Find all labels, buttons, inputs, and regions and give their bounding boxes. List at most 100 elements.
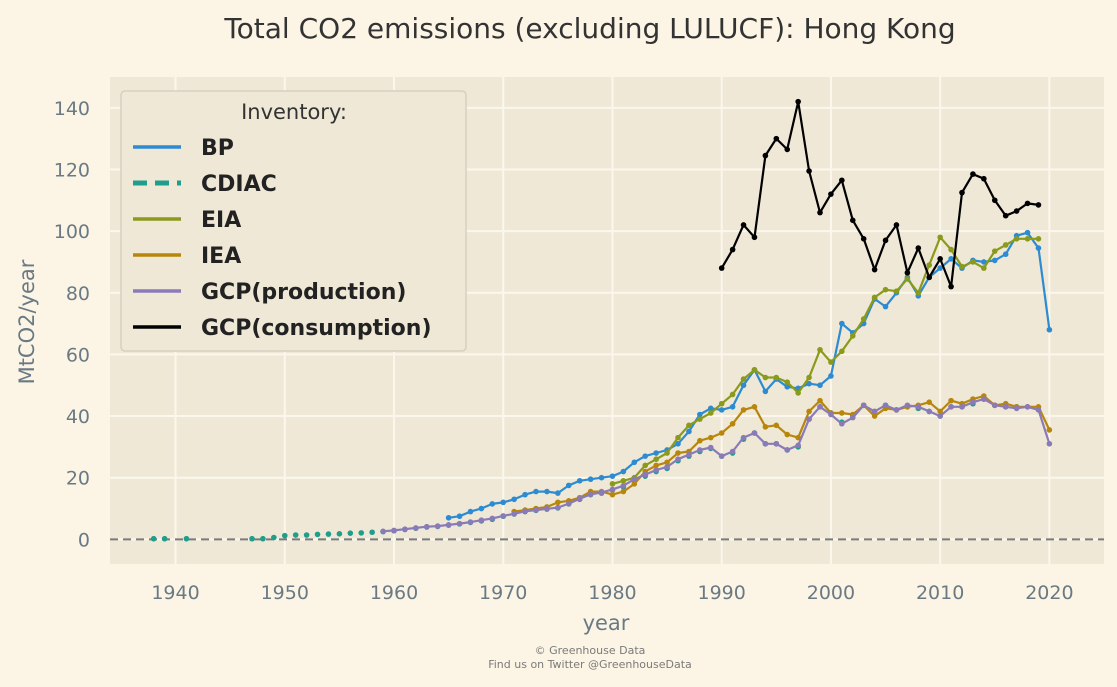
data-point — [860, 316, 867, 322]
data-point — [937, 408, 943, 415]
data-point — [423, 523, 430, 530]
x-tick-label: 1950 — [261, 582, 309, 604]
data-point — [664, 459, 670, 466]
data-point — [970, 171, 976, 177]
data-point — [784, 383, 791, 390]
data-point — [1046, 427, 1053, 433]
data-point — [991, 197, 998, 204]
data-point — [871, 408, 878, 415]
x-tick-label: 2020 — [1025, 582, 1073, 604]
data-point — [806, 380, 812, 387]
data-point — [948, 404, 954, 410]
data-point — [784, 146, 791, 153]
data-point — [828, 191, 834, 197]
data-point — [489, 515, 496, 522]
legend-items: BP CDIAC EIA IEA GCP(production) GCP(consumpt… — [133, 136, 432, 341]
data-point — [587, 491, 594, 498]
data-point — [762, 440, 769, 447]
data-point — [849, 217, 856, 224]
data-point — [981, 265, 987, 271]
data-point — [500, 513, 507, 519]
series-gcp-production — [380, 396, 1053, 535]
x-tick-label: 2010 — [916, 582, 964, 604]
data-point — [1013, 236, 1020, 242]
data-point — [991, 402, 998, 409]
data-point — [795, 442, 801, 449]
data-point — [773, 440, 780, 447]
data-point — [1013, 405, 1020, 412]
data-point — [697, 437, 703, 444]
data-point — [598, 474, 605, 481]
data-point — [150, 535, 157, 542]
data-point — [565, 500, 572, 507]
data-point — [937, 413, 943, 419]
data-point — [609, 491, 616, 498]
data-point — [500, 499, 507, 506]
data-point — [806, 168, 812, 174]
series-gcp-consumption — [718, 98, 1042, 290]
data-point — [1002, 242, 1009, 248]
data-point — [926, 262, 933, 268]
data-point — [533, 488, 539, 495]
data-point — [817, 209, 823, 216]
data-point — [740, 434, 747, 441]
data-point — [871, 294, 878, 301]
data-point — [380, 528, 386, 535]
data-point — [533, 507, 539, 513]
data-point — [729, 391, 736, 398]
data-point — [1035, 407, 1042, 413]
data-point — [784, 431, 791, 438]
data-point — [675, 450, 681, 456]
data-point — [937, 265, 943, 271]
data-point — [467, 508, 474, 515]
data-point — [642, 453, 649, 459]
data-point — [598, 489, 605, 496]
data-point — [828, 373, 834, 379]
data-point — [893, 407, 900, 413]
data-point — [860, 236, 867, 242]
data-point — [271, 534, 277, 541]
data-point — [697, 411, 703, 418]
data-point — [565, 482, 572, 489]
data-point — [1024, 404, 1031, 410]
data-point — [391, 527, 397, 534]
data-point — [511, 496, 517, 503]
data-point — [1002, 404, 1009, 410]
data-point — [740, 382, 747, 389]
data-point — [751, 234, 758, 241]
data-point — [817, 382, 823, 389]
data-point — [314, 531, 321, 538]
data-point — [991, 248, 998, 254]
footer-twitter: Find us on Twitter @GreenhouseData — [488, 658, 692, 671]
y-tick-label: 0 — [78, 529, 90, 551]
data-point — [751, 404, 758, 410]
data-point — [642, 462, 649, 469]
data-point — [795, 98, 801, 105]
data-point — [445, 522, 452, 528]
data-point — [1035, 236, 1042, 242]
data-point — [718, 453, 725, 459]
data-point — [653, 467, 659, 473]
data-point — [937, 256, 943, 262]
chart-title: Total CO2 emissions (excluding LULUCF): … — [223, 12, 955, 45]
data-point — [707, 405, 714, 412]
legend-box — [120, 90, 467, 352]
data-point — [1002, 251, 1009, 258]
legend-label: GCP(production) — [201, 280, 406, 305]
data-point — [445, 514, 452, 521]
series-line — [612, 236, 1039, 485]
data-point — [675, 434, 681, 441]
data-point — [325, 531, 332, 537]
data-point — [740, 376, 747, 382]
data-point — [784, 379, 791, 385]
data-point — [773, 374, 780, 381]
data-point — [620, 477, 627, 484]
data-point — [544, 506, 550, 512]
data-point — [762, 424, 769, 430]
data-point — [926, 408, 933, 415]
data-point — [806, 374, 812, 381]
data-point — [871, 413, 878, 419]
series-eia — [609, 234, 1042, 487]
data-point — [937, 234, 943, 241]
